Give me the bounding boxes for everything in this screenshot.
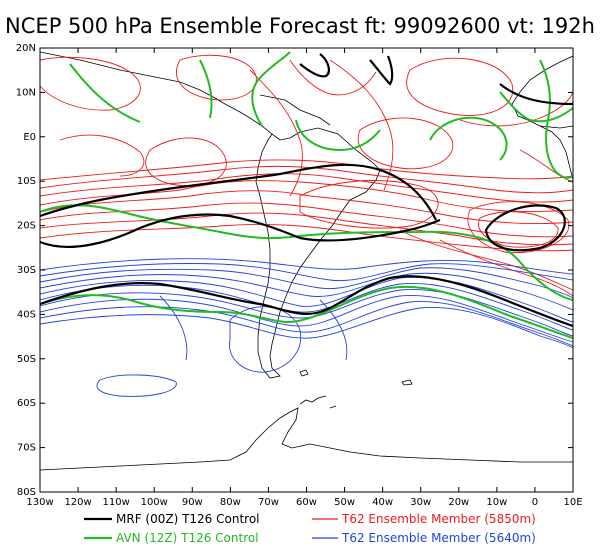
south-georgia xyxy=(401,379,413,386)
antarctic-islands xyxy=(299,395,337,409)
red-contour xyxy=(40,202,573,238)
red-contour xyxy=(519,149,573,183)
blue-contour xyxy=(40,306,573,349)
red-contour xyxy=(478,211,559,248)
lat-tick-label: 80S xyxy=(17,487,36,498)
red-contour xyxy=(145,137,227,187)
green-avn-contours xyxy=(40,51,573,339)
green-contour xyxy=(40,204,573,301)
green-contour xyxy=(199,59,213,119)
lat-tick-label: 10N xyxy=(16,87,36,98)
legend: MRF (00Z) T126 Control AVN (12Z) T126 Co… xyxy=(84,512,536,545)
blue-contour xyxy=(159,295,188,361)
red-contour xyxy=(406,57,514,116)
africa-coast xyxy=(511,55,573,181)
red-contour xyxy=(176,54,257,101)
black-contour xyxy=(369,55,394,86)
lon-tick-label: 50w xyxy=(334,497,355,508)
red-contour xyxy=(289,59,377,96)
blue-contour xyxy=(40,258,573,275)
lat-tick-label: 40S xyxy=(17,309,36,320)
lon-tick-label: 130w xyxy=(26,497,53,508)
blue-contour xyxy=(40,263,573,282)
legend-item-mrf: MRF (00Z) T126 Control xyxy=(84,512,260,526)
lon-tick-label: 40w xyxy=(372,497,393,508)
red-contour xyxy=(40,173,573,203)
blue-contour xyxy=(229,306,302,373)
blue-contour xyxy=(319,299,348,361)
blue-contour xyxy=(40,267,573,299)
green-contour xyxy=(295,119,381,152)
red-contour xyxy=(249,69,303,197)
red-contour xyxy=(299,180,439,229)
lon-tick-label: 100w xyxy=(141,497,168,508)
red-contour xyxy=(357,117,454,170)
lon-tick-label: 90w xyxy=(182,497,203,508)
green-contour xyxy=(69,63,141,123)
lon-tick-label: 10E xyxy=(563,497,582,508)
antarctica-coast xyxy=(40,407,573,471)
lat-tick-label: 70S xyxy=(17,443,36,454)
lat-tick-label: 20N xyxy=(16,43,36,54)
lon-tick-label: 110w xyxy=(103,497,130,508)
green-contour xyxy=(40,285,573,339)
blue-contour xyxy=(40,272,573,311)
south-america-coast xyxy=(255,127,381,379)
red-contour xyxy=(399,229,573,291)
red-contour xyxy=(459,91,573,127)
lon-tick-label: 20w xyxy=(448,497,469,508)
lon-tick-label: 30w xyxy=(410,497,431,508)
legend-item-blue: T62 Ensemble Member (5640m) xyxy=(312,531,536,545)
red-contour xyxy=(329,59,394,191)
red-contour xyxy=(40,56,141,111)
green-contour xyxy=(251,51,291,127)
red-contour xyxy=(40,165,573,194)
plot-area xyxy=(40,48,573,492)
falklands xyxy=(299,369,309,377)
lon-tick-label: 10w xyxy=(486,497,507,508)
blue-contour xyxy=(40,294,573,343)
black-mrf-contours xyxy=(40,53,573,328)
lat-tick-label: E0 xyxy=(23,132,36,143)
lon-tick-label: 120w xyxy=(64,497,91,508)
legend-label-red: T62 Ensemble Member (5850m) xyxy=(341,512,536,526)
lat-tick-label: 10S xyxy=(17,176,36,187)
legend-label-blue: T62 Ensemble Member (5640m) xyxy=(341,531,536,545)
black-contour xyxy=(484,204,566,252)
black-contour xyxy=(40,163,437,221)
legend-item-avn: AVN (12Z) T126 Control xyxy=(84,531,259,545)
coastlines xyxy=(40,51,573,471)
lat-tick-label: 20S xyxy=(17,221,36,232)
blue-ensemble-contours xyxy=(40,258,573,397)
lat-tick-label: 30S xyxy=(17,265,36,276)
latitude-axis: 20N 10N E0 10S 20S 30S 40S 50S 60S 70S 80S xyxy=(16,43,573,498)
lon-tick-label: 60w xyxy=(296,497,317,508)
blue-contour xyxy=(40,276,573,323)
central-america-coast xyxy=(40,51,273,135)
lat-tick-label: 50S xyxy=(17,354,36,365)
longitude-axis: 130w 120w 110w 100w 90w 80w 70w 60w 50w 40w 30w 20w… xyxy=(26,48,583,508)
lon-tick-label: 70w xyxy=(258,497,279,508)
blue-contour xyxy=(96,374,177,397)
lon-tick-label: 80w xyxy=(220,497,241,508)
green-contour xyxy=(499,91,573,123)
black-contour xyxy=(499,83,573,106)
black-contour xyxy=(40,275,573,328)
legend-label-avn: AVN (12Z) T126 Control xyxy=(116,531,259,545)
green-contour xyxy=(429,116,508,161)
red-contour xyxy=(40,190,573,225)
black-contour xyxy=(40,213,441,249)
legend-item-red: T62 Ensemble Member (5850m) xyxy=(312,512,536,526)
lat-tick-label: 60S xyxy=(17,398,36,409)
red-contour xyxy=(40,223,573,252)
black-contour xyxy=(299,53,330,78)
green-contour xyxy=(539,59,573,179)
red-contour xyxy=(439,239,573,297)
map-title: NCEP 500 hPa Ensemble Forecast ft: 99092… xyxy=(5,14,595,38)
legend-label-mrf: MRF (00Z) T126 Control xyxy=(116,512,260,526)
blue-contour xyxy=(40,288,573,337)
lon-tick-label: 0 xyxy=(532,497,538,508)
red-contour xyxy=(59,134,145,177)
